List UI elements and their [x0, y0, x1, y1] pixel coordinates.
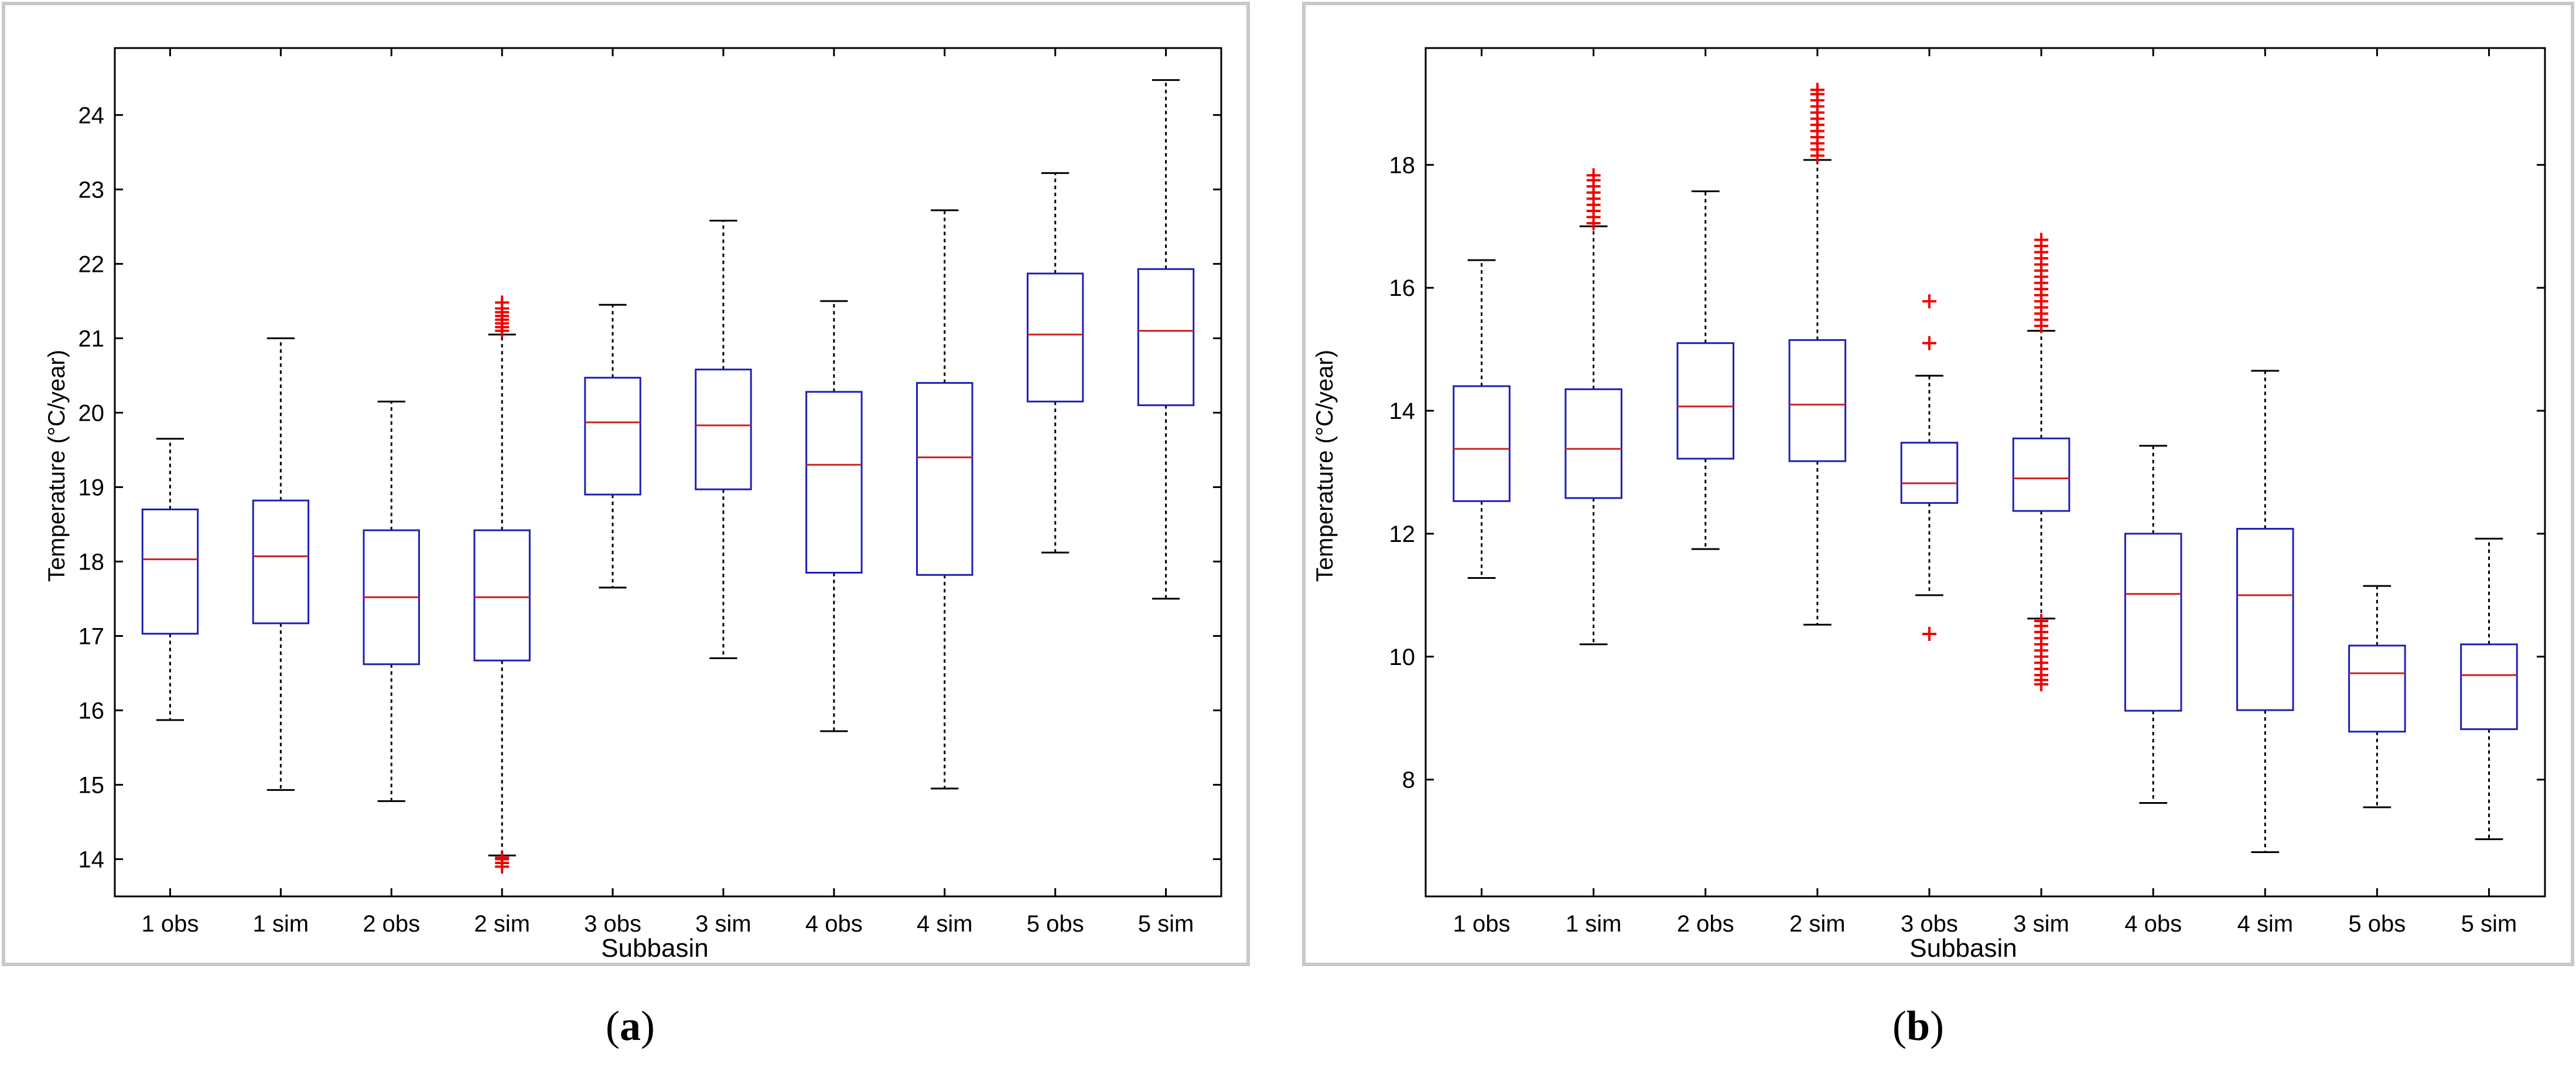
- y-tick-label: 14: [1389, 398, 1416, 424]
- outlier-marker: [1922, 336, 1936, 350]
- y-tick-label: 23: [78, 177, 105, 203]
- y-tick-label: 24: [78, 103, 105, 128]
- x-tick-label: 3 sim: [695, 911, 751, 937]
- box: [584, 377, 641, 496]
- chart-a: 14 15 16 17 18 19 20 21 22 23 24 1 obs 1 sim 2 obs 2 s…: [78, 47, 1222, 937]
- outlier-marker: [1922, 626, 1936, 641]
- x-tick-label: 3 sim: [2013, 911, 2069, 937]
- chart-b-plot-area: [1424, 47, 2546, 898]
- y-tick-label: 17: [78, 623, 105, 649]
- y-tick-label: 8: [1402, 768, 1415, 793]
- box: [1676, 342, 1735, 460]
- box: [2460, 643, 2518, 731]
- box: [1564, 388, 1622, 499]
- y-tick-label: 19: [78, 475, 105, 500]
- box: [1788, 339, 1847, 462]
- outlier-marker: [1586, 168, 1601, 183]
- caption-b: (b): [1892, 1002, 1944, 1049]
- y-tick-label: 16: [78, 698, 105, 724]
- y-tick-label: 21: [78, 326, 105, 352]
- box: [1137, 268, 1195, 407]
- y-tick-label: 12: [1389, 521, 1416, 547]
- box: [916, 382, 973, 576]
- y-tick-label: 18: [78, 549, 105, 575]
- x-tick-label: 5 obs: [1027, 911, 1084, 937]
- box: [1900, 442, 1959, 504]
- outlier-marker: [495, 850, 510, 865]
- panel-a-frame: [2, 2, 1250, 966]
- box: [2124, 533, 2182, 712]
- x-tick-label: 4 sim: [2237, 911, 2293, 937]
- x-tick-label: 5 sim: [1138, 911, 1194, 937]
- x-tick-label: 5 obs: [2348, 911, 2406, 937]
- x-tick-label: 2 sim: [1789, 911, 1846, 937]
- box: [2348, 644, 2406, 733]
- y-tick-label: 15: [78, 772, 105, 798]
- x-tick-label: 2 obs: [363, 911, 420, 937]
- outlier-marker: [2034, 233, 2049, 247]
- outlier-marker: [1810, 83, 1825, 97]
- box: [695, 369, 752, 490]
- x-tick-label: 1 sim: [1566, 911, 1622, 937]
- box: [2236, 528, 2294, 711]
- x-tick-label: 4 obs: [805, 911, 863, 937]
- x-tick-label: 2 obs: [1677, 911, 1734, 937]
- outlier-marker: [1922, 294, 1936, 309]
- x-tick-label: 1 sim: [253, 911, 309, 937]
- box: [805, 391, 863, 574]
- box: [252, 499, 310, 625]
- chart-a-ylabel: Temperature (°C/year): [44, 350, 70, 582]
- x-tick-label: 1 obs: [1453, 911, 1511, 937]
- y-tick-label: 20: [78, 400, 105, 426]
- box: [2012, 437, 2071, 512]
- x-tick-label: 4 obs: [2124, 911, 2182, 937]
- chart-b-xlabel: Subbasin: [1909, 934, 2017, 963]
- x-tick-label: 5 sim: [2461, 911, 2517, 937]
- x-tick-label: 4 sim: [917, 911, 973, 937]
- outlier-marker: [495, 295, 510, 310]
- chart-b: 8 10 12 14 16 18 1 obs 1 sim 2 obs 2 sim 3 obs 3 si…: [1389, 47, 2546, 937]
- x-tick-label: 2 sim: [474, 911, 530, 937]
- y-tick-label: 22: [78, 251, 105, 277]
- chart-a-xlabel: Subbasin: [601, 934, 708, 963]
- x-tick-label: 3 obs: [1901, 911, 1958, 937]
- box: [141, 509, 199, 635]
- x-tick-label: 1 obs: [142, 911, 199, 937]
- y-tick-label: 10: [1389, 644, 1416, 670]
- box: [1026, 272, 1084, 403]
- box: [1453, 385, 1511, 502]
- chart-b-ylabel: Temperature (°C/year): [1312, 350, 1338, 582]
- y-tick-label: 16: [1389, 275, 1416, 301]
- box: [473, 529, 531, 661]
- chart-a-plot-area: [114, 47, 1222, 898]
- x-tick-label: 3 obs: [584, 911, 641, 937]
- outlier-marker: [2034, 613, 2049, 628]
- y-tick-label: 18: [1389, 152, 1416, 178]
- caption-a: (a): [606, 1002, 655, 1049]
- y-tick-label: 14: [78, 847, 105, 872]
